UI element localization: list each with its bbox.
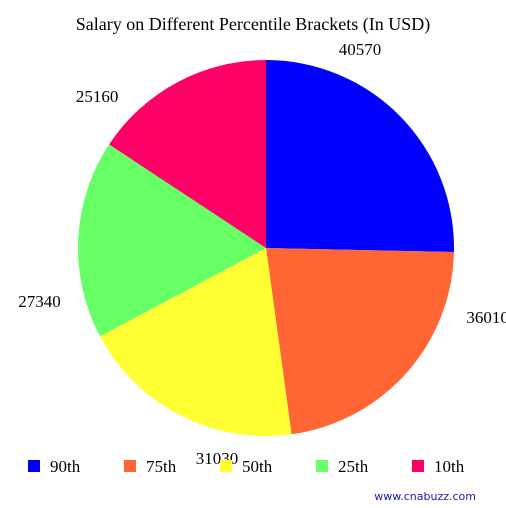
pie-slices — [77, 59, 455, 436]
legend-label-10th: 10th — [434, 457, 465, 476]
chart-title: Salary on Different Percentile Brackets … — [76, 14, 431, 35]
legend-label-50th: 50th — [242, 457, 273, 476]
pie-slice-90th — [266, 60, 455, 252]
slice-label-90th: 40570 — [339, 40, 382, 59]
pie-slice-10th — [109, 59, 266, 248]
legend-label-90th: 90th — [50, 457, 81, 476]
legend-swatch-75th — [124, 460, 136, 472]
slice-label-10th: 25160 — [76, 87, 119, 106]
pie-slice-75th — [266, 248, 454, 435]
legend-label-25th: 25th — [338, 457, 369, 476]
pie-slice-50th — [100, 248, 292, 436]
watermark: www.cnabuzz.com — [374, 490, 476, 503]
legend: 90th 75th 50th 25th 10th — [28, 457, 465, 476]
slice-label-75th: 36010 — [466, 308, 506, 327]
legend-swatch-10th — [412, 460, 424, 472]
legend-swatch-50th — [220, 460, 232, 472]
slice-label-25th: 27340 — [18, 292, 61, 311]
pie-slice-25th — [77, 144, 266, 337]
legend-label-75th: 75th — [146, 457, 177, 476]
legend-swatch-90th — [28, 460, 40, 472]
legend-swatch-25th — [316, 460, 328, 472]
